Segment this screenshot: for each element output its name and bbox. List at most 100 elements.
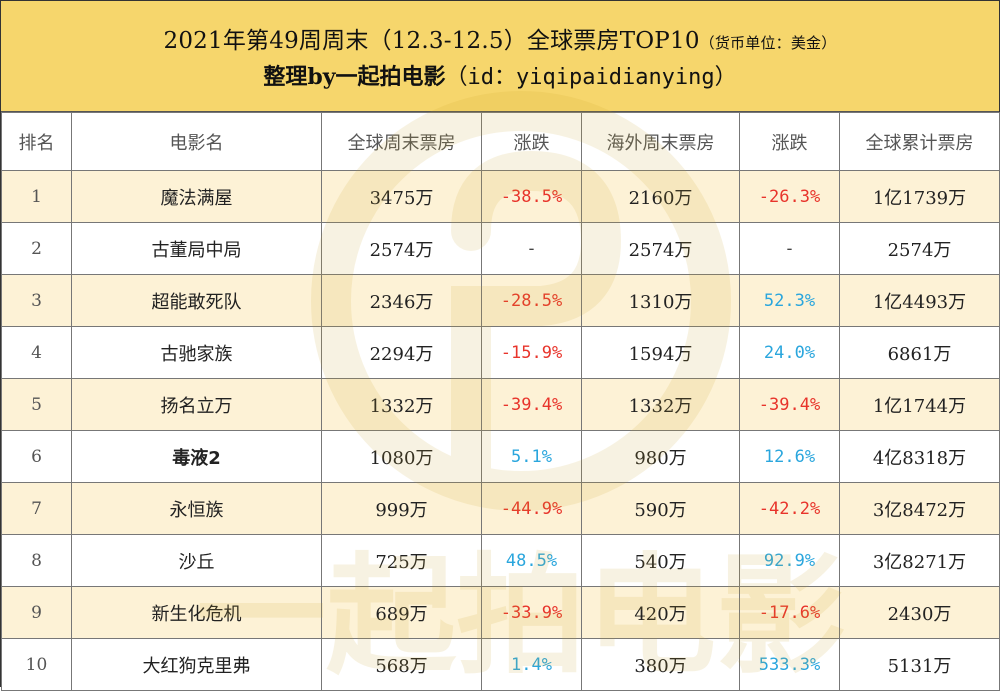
- global-weekend-cell: 2294万: [321, 326, 482, 379]
- change-value: 5.1%: [511, 447, 552, 467]
- overseas-weekend-cell: 980万: [581, 430, 740, 483]
- table-header-row: 排名 电影名 全球周末票房 涨跌 海外周末票房 涨跌 全球累计票房: [1, 112, 1000, 171]
- overseas-weekend-cell: 380万: [581, 638, 740, 691]
- box-office-table: 排名 电影名 全球周末票房 涨跌 海外周末票房 涨跌 全球累计票房 1 魔法满屋…: [1, 112, 1000, 691]
- movie-name-cell: 魔法满屋: [71, 170, 322, 223]
- cumulative-cell: 3亿8472万: [839, 482, 1000, 535]
- change-value: 1.4%: [511, 655, 552, 675]
- global-weekend-cell: 2346万: [321, 274, 482, 327]
- table-row: 10 大红狗克里弗 568万 1.4% 380万 533.3% 5131万: [1, 638, 1000, 691]
- credit-prefix: 整理by一起拍电影: [263, 64, 446, 90]
- change-value: -26.3%: [758, 187, 821, 207]
- overseas-change-cell: -: [739, 222, 840, 275]
- global-change-cell: -: [481, 222, 582, 275]
- overseas-weekend-cell: 2574万: [581, 222, 740, 275]
- rank-cell: 4: [1, 326, 72, 379]
- cumulative-cell: 2574万: [839, 222, 1000, 275]
- rank-cell: 10: [1, 638, 72, 691]
- movie-name-cell: 超能敢死队: [71, 274, 322, 327]
- rank-cell: 7: [1, 482, 72, 535]
- global-weekend-cell: 3475万: [321, 170, 482, 223]
- column-header-global-weekend: 全球周末票房: [321, 112, 482, 171]
- column-header-overseas-weekend: 海外周末票房: [581, 112, 740, 171]
- change-value: -33.9%: [500, 603, 563, 623]
- title-text: 2021年第49周周末（12.3-12.5）全球票房TOP10: [163, 28, 700, 54]
- global-weekend-cell: 725万: [321, 534, 482, 587]
- global-weekend-cell: 999万: [321, 482, 482, 535]
- change-value: -44.9%: [500, 499, 563, 519]
- currency-unit-note: （货币单位：美金）: [699, 34, 837, 52]
- table-body: 1 魔法满屋 3475万 -38.5% 2160万 -26.3% 1亿1739万…: [1, 170, 1000, 691]
- global-weekend-cell: 1080万: [321, 430, 482, 483]
- overseas-change-cell: 92.9%: [739, 534, 840, 587]
- change-value: 24.0%: [763, 343, 816, 363]
- overseas-weekend-cell: 1332万: [581, 378, 740, 431]
- overseas-change-cell: 12.6%: [739, 430, 840, 483]
- page-title: 2021年第49周周末（12.3-12.5）全球票房TOP10（货币单位：美金）: [164, 21, 837, 55]
- change-value: 12.6%: [763, 447, 816, 467]
- global-change-cell: 48.5%: [481, 534, 582, 587]
- overseas-weekend-cell: 420万: [581, 586, 740, 639]
- overseas-change-cell: -39.4%: [739, 378, 840, 431]
- global-change-cell: -33.9%: [481, 586, 582, 639]
- table-row: 3 超能敢死队 2346万 -28.5% 1310万 52.3% 1亿4493万: [1, 274, 1000, 327]
- rank-cell: 8: [1, 534, 72, 587]
- table-row: 1 魔法满屋 3475万 -38.5% 2160万 -26.3% 1亿1739万: [1, 170, 1000, 223]
- overseas-weekend-cell: 590万: [581, 482, 740, 535]
- column-header-global-change: 涨跌: [481, 112, 582, 171]
- cumulative-cell: 3亿8271万: [839, 534, 1000, 587]
- global-change-cell: -44.9%: [481, 482, 582, 535]
- global-change-cell: -39.4%: [481, 378, 582, 431]
- global-change-cell: 1.4%: [481, 638, 582, 691]
- overseas-change-cell: -26.3%: [739, 170, 840, 223]
- movie-name-cell: 古董局中局: [71, 222, 322, 275]
- overseas-weekend-cell: 1594万: [581, 326, 740, 379]
- change-value: -: [784, 239, 795, 259]
- column-header-movie-name: 电影名: [71, 112, 322, 171]
- cumulative-cell: 1亿1739万: [839, 170, 1000, 223]
- movie-name-cell: 新生化危机: [71, 586, 322, 639]
- change-value: -42.2%: [758, 499, 821, 519]
- column-header-rank: 排名: [1, 112, 72, 171]
- change-value: -38.5%: [500, 187, 563, 207]
- global-weekend-cell: 1332万: [321, 378, 482, 431]
- change-value: -28.5%: [500, 291, 563, 311]
- cumulative-cell: 6861万: [839, 326, 1000, 379]
- change-value: 48.5%: [505, 551, 558, 571]
- table-row: 9 新生化危机 689万 -33.9% 420万 -17.6% 2430万: [1, 586, 1000, 639]
- column-header-overseas-change: 涨跌: [739, 112, 840, 171]
- cumulative-cell: 1亿1744万: [839, 378, 1000, 431]
- change-value: 533.3%: [758, 655, 821, 675]
- movie-name-cell: 永恒族: [71, 482, 322, 535]
- rank-cell: 3: [1, 274, 72, 327]
- movie-name-cell: 沙丘: [71, 534, 322, 587]
- column-header-cumulative: 全球累计票房: [839, 112, 1000, 171]
- rank-cell: 1: [1, 170, 72, 223]
- rank-cell: 5: [1, 378, 72, 431]
- cumulative-cell: 5131万: [839, 638, 1000, 691]
- credit-line: 整理by一起拍电影（id：yiqipaidianying）: [263, 59, 736, 91]
- movie-name-cell: 古驰家族: [71, 326, 322, 379]
- movie-name-cell: 大红狗克里弗: [71, 638, 322, 691]
- change-value: -15.9%: [500, 343, 563, 363]
- overseas-change-cell: -42.2%: [739, 482, 840, 535]
- global-weekend-cell: 568万: [321, 638, 482, 691]
- change-value: -39.4%: [758, 395, 821, 415]
- table-row: 4 古驰家族 2294万 -15.9% 1594万 24.0% 6861万: [1, 326, 1000, 379]
- overseas-weekend-cell: 2160万: [581, 170, 740, 223]
- cumulative-cell: 1亿4493万: [839, 274, 1000, 327]
- table-row: 7 永恒族 999万 -44.9% 590万 -42.2% 3亿8472万: [1, 482, 1000, 535]
- change-value: -17.6%: [758, 603, 821, 623]
- table-header-banner: 2021年第49周周末（12.3-12.5）全球票房TOP10（货币单位：美金）…: [1, 1, 999, 112]
- cumulative-cell: 2430万: [839, 586, 1000, 639]
- overseas-change-cell: -17.6%: [739, 586, 840, 639]
- credit-handle: （id：yiqipaidianying）: [445, 65, 737, 90]
- overseas-change-cell: 24.0%: [739, 326, 840, 379]
- overseas-weekend-cell: 540万: [581, 534, 740, 587]
- global-change-cell: 5.1%: [481, 430, 582, 483]
- global-weekend-cell: 2574万: [321, 222, 482, 275]
- global-change-cell: -28.5%: [481, 274, 582, 327]
- global-change-cell: -38.5%: [481, 170, 582, 223]
- rank-cell: 2: [1, 222, 72, 275]
- global-weekend-cell: 689万: [321, 586, 482, 639]
